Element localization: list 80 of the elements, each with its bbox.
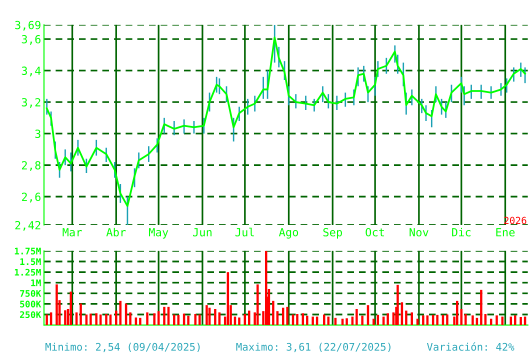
- bar: [46, 314, 48, 326]
- y-tick-label: 3,2: [22, 98, 40, 108]
- bar: [416, 318, 419, 326]
- bar: [153, 313, 156, 326]
- bar: [248, 310, 250, 326]
- bar: [238, 317, 240, 326]
- bar: [496, 315, 498, 326]
- bar: [341, 318, 344, 326]
- bar: [327, 316, 330, 326]
- x-tick-label: Oct: [366, 228, 384, 236]
- bar: [514, 315, 516, 326]
- bar: [64, 310, 66, 326]
- bar: [286, 306, 288, 326]
- y-tick-label: 3,69: [15, 20, 40, 31]
- bar: [80, 303, 82, 326]
- bar: [163, 306, 166, 326]
- y-tick-label: 3,4: [22, 66, 41, 76]
- y-tick-label: 500K: [20, 300, 42, 308]
- bar: [173, 314, 176, 326]
- x-tick-label: Dic: [452, 228, 470, 236]
- bar: [302, 313, 304, 326]
- x-tick-label: Sep: [323, 228, 342, 239]
- bar: [323, 314, 326, 326]
- bar: [396, 284, 399, 326]
- bar: [214, 308, 216, 326]
- bar: [405, 310, 408, 326]
- x-tick-label: May: [149, 228, 168, 239]
- bar: [306, 316, 308, 326]
- y-tick-label: 1.25M: [14, 268, 41, 276]
- y-tick-label: 1.75M: [14, 248, 41, 254]
- bar: [105, 314, 108, 326]
- bar: [312, 316, 314, 326]
- y-tick-label: 2,8: [22, 161, 41, 171]
- x-tick-label: Jul: [235, 228, 254, 236]
- x-tick-label: Abr: [106, 228, 126, 236]
- bar: [490, 318, 492, 326]
- bar: [206, 305, 208, 326]
- bar: [361, 316, 364, 326]
- bar: [272, 300, 274, 326]
- bar: [464, 314, 467, 326]
- y-tick-label: 2,42: [15, 221, 40, 231]
- bar: [146, 312, 148, 326]
- bar: [472, 315, 474, 326]
- y-tick-label: 250K: [20, 311, 42, 318]
- bar: [346, 318, 348, 326]
- bar: [70, 292, 72, 326]
- bar: [356, 308, 358, 326]
- bar: [139, 318, 142, 326]
- x-tick-label: Ago: [278, 228, 298, 239]
- x-tick-label: Jun: [193, 228, 212, 236]
- x-tick-label: Nov: [410, 228, 428, 236]
- y-tick-label: 1M: [31, 280, 41, 286]
- bar: [95, 313, 98, 326]
- y-tick-label: 2,6: [22, 192, 40, 202]
- bar: [198, 314, 201, 326]
- bar: [422, 315, 424, 326]
- bar: [456, 300, 458, 326]
- bar: [90, 314, 92, 326]
- bar: [56, 284, 58, 326]
- x-tick-label: Mar: [62, 228, 82, 236]
- y-tick-label: 1.5M: [20, 258, 41, 266]
- bar: [129, 312, 132, 326]
- text: Minimo: 2,54 (09/04/2025): [45, 342, 200, 352]
- bar: [115, 310, 118, 326]
- bar: [187, 316, 190, 326]
- bar: [520, 317, 522, 326]
- text: Maximo: 3,61 (22/07/2025): [236, 342, 390, 352]
- bar: [410, 312, 413, 326]
- bar: [386, 313, 389, 326]
- bar: [256, 284, 259, 326]
- y-tick-label: 3,6: [22, 35, 40, 45]
- y-tick-label: 750K: [20, 290, 42, 297]
- bar: [372, 318, 375, 326]
- bar: [296, 314, 298, 326]
- y-tick-label: 3: [35, 130, 40, 138]
- bar: [446, 314, 448, 326]
- x-tick-label: Ene: [496, 228, 515, 236]
- text: Variación: 42%: [426, 342, 514, 351]
- bar: [480, 290, 482, 326]
- bar: [436, 314, 438, 326]
